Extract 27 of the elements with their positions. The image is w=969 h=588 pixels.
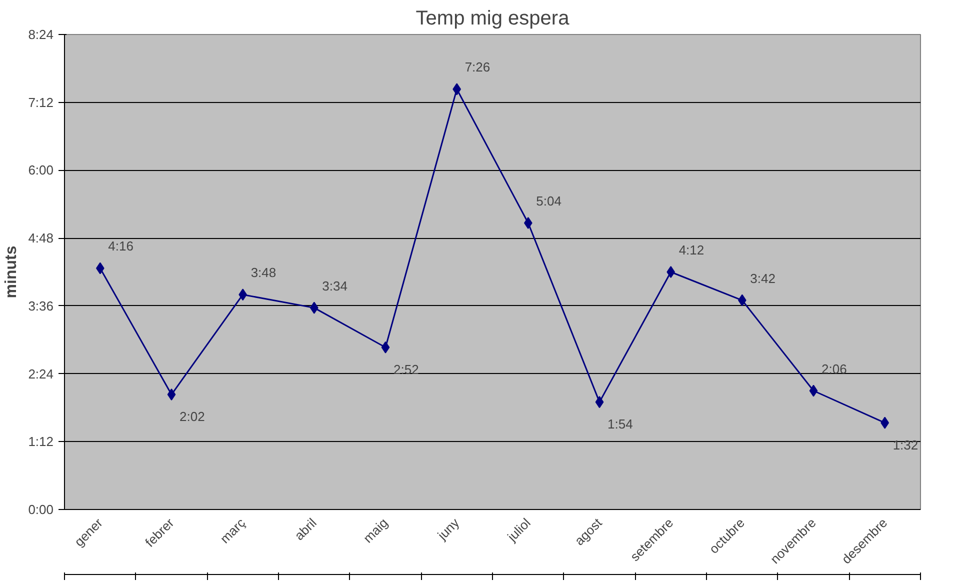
data-label: 2:06: [822, 361, 847, 376]
point: [167, 388, 176, 401]
data-label: 4:12: [678, 242, 704, 258]
data-label: 7:26: [464, 60, 490, 75]
point: [381, 341, 390, 354]
point: [595, 396, 604, 408]
y-tick-label: 0:00: [28, 502, 54, 517]
data-label: 1:54: [608, 416, 633, 432]
point: [666, 266, 675, 278]
data-label: 3:34: [322, 278, 348, 294]
y-tick-label: 6:00: [28, 162, 54, 178]
y-tick-label: 7:12: [28, 94, 54, 110]
y-tick-label: 4:48: [28, 230, 54, 246]
point: [809, 384, 818, 397]
data-label: 2:52: [394, 362, 419, 377]
y-tick-label: 8:24: [28, 27, 54, 42]
chart-title: Temp mig espera: [416, 8, 570, 30]
data-label: 3:48: [250, 265, 276, 280]
y-tick-label: 3:36: [28, 298, 54, 314]
y-tick-label: 1:12: [28, 434, 54, 450]
y-tick-label: 2:24: [28, 366, 54, 382]
data-label: 4:16: [108, 238, 134, 254]
y-axis-title: minuts: [3, 246, 20, 298]
data-label: 2:02: [180, 409, 205, 424]
data-label: 3:42: [750, 270, 776, 286]
data-label: 1:32: [892, 437, 918, 452]
data-label: 5:04: [536, 193, 562, 208]
